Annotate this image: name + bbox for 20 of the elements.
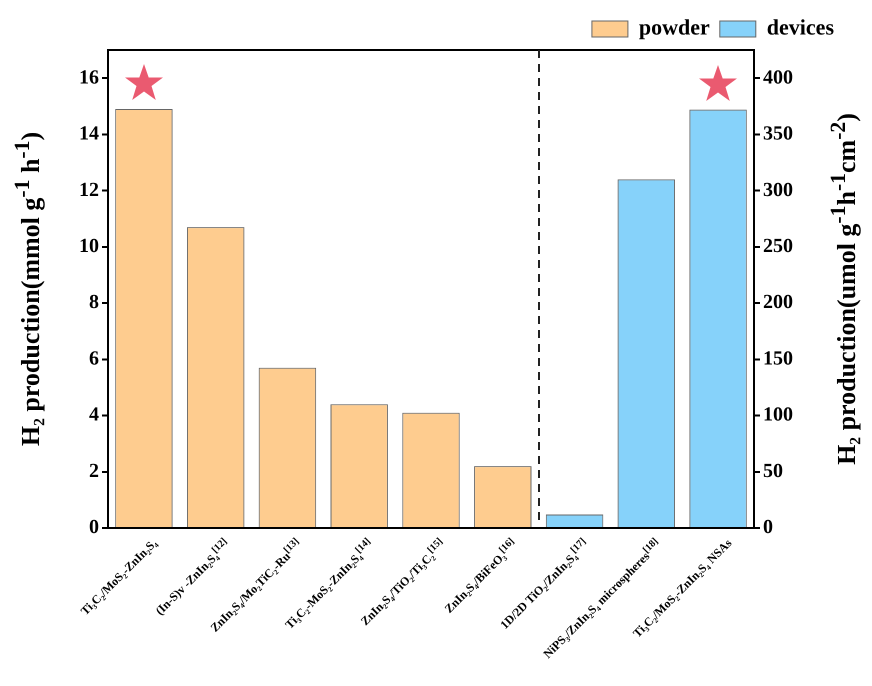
y-tick-label: 12 <box>79 178 99 201</box>
y-tick-label: 10 <box>79 234 99 257</box>
y-tick-label: 16 <box>79 66 99 88</box>
y2-tick-label: 350 <box>763 122 793 145</box>
y2-tick-label: 100 <box>763 404 793 426</box>
legend-label: devices <box>766 14 834 40</box>
y2-tick-label: 250 <box>763 234 793 257</box>
y2-tick-label: 150 <box>763 347 793 370</box>
y-tick-label: 0 <box>89 516 99 538</box>
y-tick-label: 8 <box>89 291 99 314</box>
y2-tick-label: 200 <box>763 291 793 314</box>
y-tick-label: 2 <box>89 460 99 482</box>
y-tick-label: 14 <box>79 122 99 145</box>
y2-tick-label: 50 <box>763 460 783 482</box>
y-tick-label: 4 <box>89 404 99 426</box>
y-tick-label: 6 <box>89 347 99 370</box>
legend-label: powder <box>638 14 710 40</box>
y2-tick-label: 300 <box>763 178 793 201</box>
y2-tick-label: 400 <box>763 66 793 88</box>
y2-tick-label: 0 <box>763 516 773 538</box>
